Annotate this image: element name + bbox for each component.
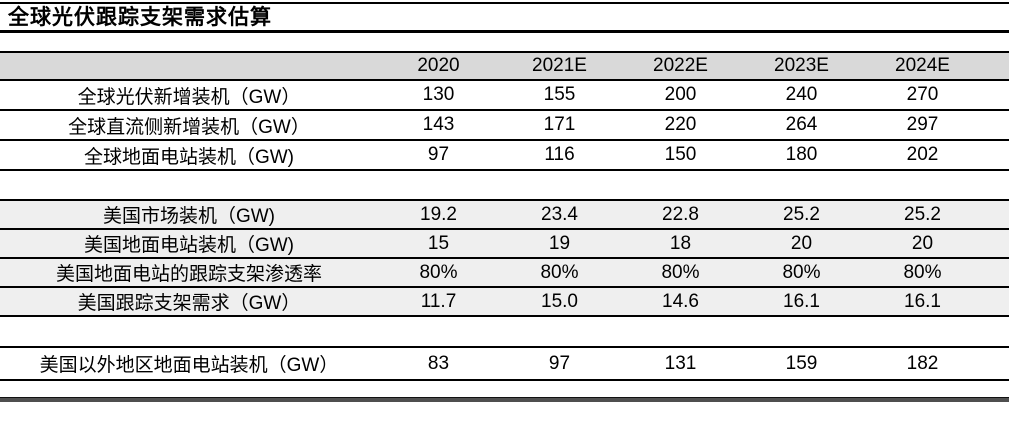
cell-value: 25.2 bbox=[862, 199, 983, 230]
table-row: 美国以外地区地面电站装机（GW） 83 97 131 159 182 bbox=[0, 346, 1009, 381]
year-column-header: 2023E bbox=[741, 51, 862, 81]
row-edge-cell bbox=[983, 80, 1009, 111]
row-edge-cell bbox=[983, 229, 1009, 259]
year-column-header: 2021E bbox=[499, 51, 620, 81]
cell-value: 25.2 bbox=[741, 199, 862, 230]
cell-value: 200 bbox=[620, 80, 741, 111]
cell-value: 15 bbox=[378, 229, 499, 259]
table-row: 美国跟踪支架需求（GW） 11.7 15.0 14.6 16.1 16.1 bbox=[0, 287, 1009, 317]
cell-value: 220 bbox=[620, 110, 741, 141]
spacer-cell bbox=[0, 316, 1009, 347]
row-label: 美国地面电站的跟踪支架渗透率 bbox=[0, 258, 378, 288]
cell-value: 80% bbox=[499, 258, 620, 288]
row-label: 美国跟踪支架需求（GW） bbox=[0, 287, 378, 317]
table-row: 美国地面电站的跟踪支架渗透率 80% 80% 80% 80% 80% bbox=[0, 258, 1009, 288]
table-title: 全球光伏跟踪支架需求估算 bbox=[8, 6, 272, 29]
table-row: 全球地面电站装机（GW) 97 116 150 180 202 bbox=[0, 140, 1009, 171]
cell-value: 19.2 bbox=[378, 199, 499, 230]
cell-value: 97 bbox=[499, 346, 620, 381]
title-underline-rule bbox=[0, 30, 1009, 33]
header-row: 2020 2021E 2022E 2023E 2024E bbox=[0, 51, 1009, 81]
row-label: 全球直流侧新增装机（GW） bbox=[0, 110, 378, 141]
row-label: 全球地面电站装机（GW) bbox=[0, 140, 378, 171]
year-column-header: 2020 bbox=[378, 51, 499, 81]
row-label: 美国地面电站装机（GW) bbox=[0, 229, 378, 259]
cell-value: 80% bbox=[862, 258, 983, 288]
cell-value: 97 bbox=[378, 140, 499, 171]
cell-value: 16.1 bbox=[862, 287, 983, 317]
year-column-header: 2024E bbox=[862, 51, 983, 81]
table-body: 全球光伏新增装机（GW） 130 155 200 240 270 全球直流侧新增装机（GW）… bbox=[0, 80, 1009, 381]
cell-value: 182 bbox=[862, 346, 983, 381]
row-label: 全球光伏新增装机（GW） bbox=[0, 80, 378, 111]
cell-value: 80% bbox=[378, 258, 499, 288]
row-edge-cell bbox=[983, 199, 1009, 230]
cell-value: 23.4 bbox=[499, 199, 620, 230]
table-row: 美国市场装机（GW) 19.2 23.4 22.8 25.2 25.2 bbox=[0, 199, 1009, 230]
spacer-row bbox=[0, 316, 1009, 347]
header-edge-cell bbox=[983, 51, 1009, 81]
cell-value: 16.1 bbox=[741, 287, 862, 317]
cell-value: 80% bbox=[741, 258, 862, 288]
cell-value: 14.6 bbox=[620, 287, 741, 317]
bottom-divider-bar bbox=[0, 397, 1009, 402]
cell-value: 11.7 bbox=[378, 287, 499, 317]
row-edge-cell bbox=[983, 287, 1009, 317]
table-header: 2020 2021E 2022E 2023E 2024E bbox=[0, 51, 1009, 81]
row-edge-cell bbox=[983, 258, 1009, 288]
spacer bbox=[0, 381, 1009, 397]
row-edge-cell bbox=[983, 346, 1009, 381]
spacer bbox=[0, 33, 1009, 51]
table-row: 美国地面电站装机（GW) 15 19 18 20 20 bbox=[0, 229, 1009, 259]
spacer-row bbox=[0, 170, 1009, 200]
top-rule bbox=[0, 2, 1009, 4]
row-edge-cell bbox=[983, 140, 1009, 171]
row-edge-cell bbox=[983, 110, 1009, 141]
cell-value: 80% bbox=[620, 258, 741, 288]
cell-value: 202 bbox=[862, 140, 983, 171]
cell-value: 18 bbox=[620, 229, 741, 259]
cell-value: 155 bbox=[499, 80, 620, 111]
cell-value: 130 bbox=[378, 80, 499, 111]
spacer-cell bbox=[0, 170, 1009, 200]
cell-value: 240 bbox=[741, 80, 862, 111]
cell-value: 19 bbox=[499, 229, 620, 259]
cell-value: 20 bbox=[862, 229, 983, 259]
cell-value: 22.8 bbox=[620, 199, 741, 230]
cell-value: 171 bbox=[499, 110, 620, 141]
cell-value: 159 bbox=[741, 346, 862, 381]
header-label-cell bbox=[0, 51, 378, 81]
cell-value: 131 bbox=[620, 346, 741, 381]
cell-value: 20 bbox=[741, 229, 862, 259]
cell-value: 15.0 bbox=[499, 287, 620, 317]
cell-value: 143 bbox=[378, 110, 499, 141]
cell-value: 83 bbox=[378, 346, 499, 381]
cell-value: 264 bbox=[741, 110, 862, 141]
cell-value: 116 bbox=[499, 140, 620, 171]
cell-value: 180 bbox=[741, 140, 862, 171]
year-column-header: 2022E bbox=[620, 51, 741, 81]
cell-value: 297 bbox=[862, 110, 983, 141]
cell-value: 270 bbox=[862, 80, 983, 111]
row-label: 美国市场装机（GW) bbox=[0, 199, 378, 230]
table-row: 全球光伏新增装机（GW） 130 155 200 240 270 bbox=[0, 80, 1009, 111]
table-row: 全球直流侧新增装机（GW） 143 171 220 264 297 bbox=[0, 110, 1009, 141]
cell-value: 150 bbox=[620, 140, 741, 171]
row-label: 美国以外地区地面电站装机（GW） bbox=[0, 346, 378, 381]
pv-tracker-demand-table: 2020 2021E 2022E 2023E 2024E 全球光伏新增装机（GW） 130… bbox=[0, 51, 1009, 381]
